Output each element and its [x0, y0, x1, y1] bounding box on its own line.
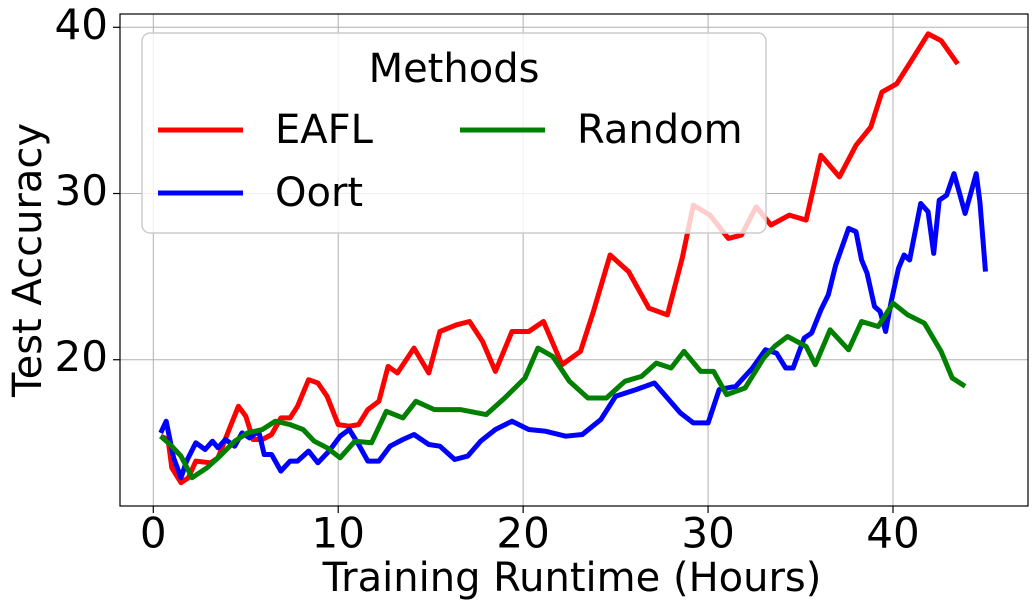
y-tick-label: 20 — [55, 332, 108, 381]
data-line — [159, 31, 960, 486]
data-line — [158, 171, 988, 481]
legend-box — [141, 32, 767, 234]
legend-label: Oort — [275, 170, 363, 216]
legend-label: Random — [577, 107, 743, 153]
legend-title: Methods — [369, 46, 540, 92]
x-tick-label: 10 — [311, 509, 364, 558]
x-tick-label: 40 — [866, 509, 919, 558]
x-tick-label: 20 — [496, 509, 549, 558]
x-tick-label: 0 — [140, 509, 167, 558]
y-axis-label: Test Accuracy — [5, 123, 51, 398]
legend-label: EAFL — [275, 107, 374, 153]
legend: Methods EAFL Oort Random — [141, 32, 767, 234]
x-axis-label: Training Runtime (Hours) — [322, 555, 822, 601]
y-tick-label: 40 — [55, 0, 108, 49]
y-tick-label: 30 — [55, 166, 108, 215]
x-tick-label: 30 — [681, 509, 734, 558]
plot-frame — [119, 13, 1029, 507]
data-line — [159, 300, 967, 481]
